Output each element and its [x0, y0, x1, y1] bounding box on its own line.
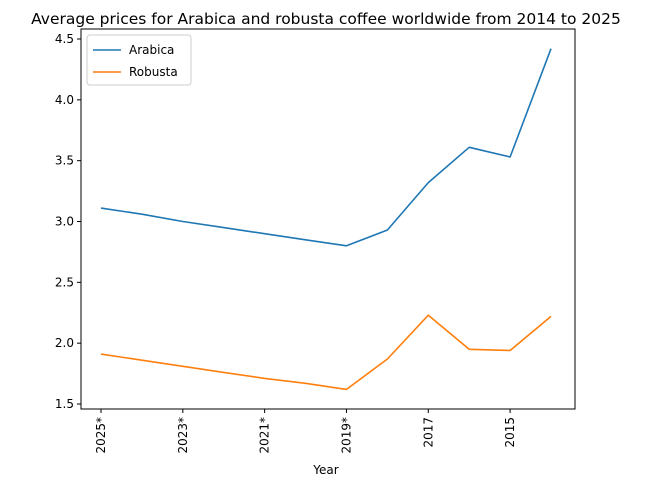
series-line-arabica [100, 48, 552, 247]
x-tick-label: 2019* [339, 417, 353, 454]
x-tick-label: 2023* [176, 417, 190, 454]
x-tick-label: 2015 [503, 417, 517, 448]
chart-title: Average prices for Arabica and robusta c… [31, 10, 621, 28]
series-lines [100, 48, 552, 391]
y-tick-label: 1.5 [55, 397, 74, 411]
legend-label-robusta: Robusta [129, 65, 178, 79]
y-tick-label: 3.5 [55, 154, 74, 168]
y-tick-label: 4.0 [55, 93, 74, 107]
x-tick-label: 2025* [94, 417, 108, 454]
y-tick-label: 2.0 [55, 336, 74, 350]
x-axis-label: Year [312, 463, 338, 477]
legend: Arabica Robusta [86, 34, 192, 86]
plot-frame [80, 28, 576, 410]
legend-label-arabica: Arabica [129, 43, 174, 57]
series-line-robusta [100, 314, 552, 391]
y-tick-label: 3.0 [55, 215, 74, 229]
x-tick-label: 2021* [258, 417, 272, 454]
y-tick-label: 2.5 [55, 275, 74, 289]
x-axis: 2025* 2023* 2021* 2019* 2017 2015 [94, 409, 517, 454]
y-axis: 1.5 2.0 2.5 3.0 3.5 4.0 4.5 [55, 32, 81, 411]
y-tick-label: 4.5 [55, 32, 74, 46]
x-tick-label: 2017 [421, 417, 435, 448]
